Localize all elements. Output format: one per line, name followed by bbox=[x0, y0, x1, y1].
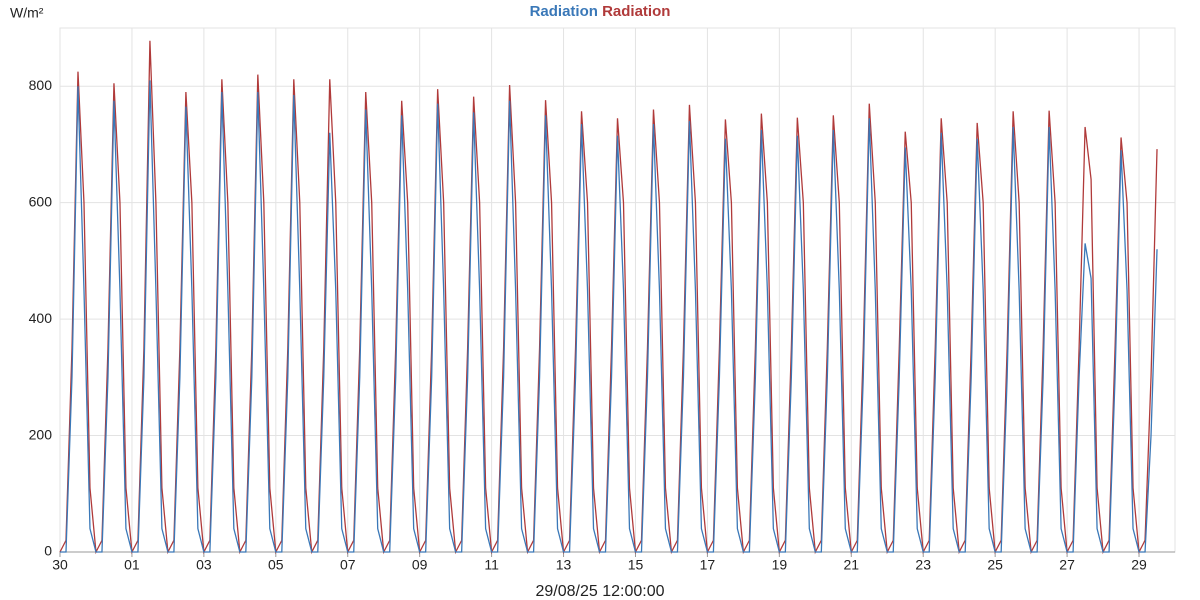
x-tick-label: 30 bbox=[52, 557, 68, 573]
x-tick-label: 15 bbox=[628, 557, 644, 573]
y-tick-label: 600 bbox=[29, 193, 53, 209]
legend-entry: Radiation bbox=[602, 3, 670, 20]
y-tick-label: 400 bbox=[29, 310, 53, 326]
x-tick-label: 23 bbox=[915, 557, 931, 573]
x-tick-label: 07 bbox=[340, 557, 356, 573]
y-tick-label: 0 bbox=[44, 543, 52, 559]
x-axis-label: 29/08/25 12:00:00 bbox=[535, 583, 664, 600]
x-tick-label: 01 bbox=[124, 557, 140, 573]
x-tick-label: 17 bbox=[700, 557, 716, 573]
x-tick-label: 29 bbox=[1131, 557, 1147, 573]
x-tick-label: 21 bbox=[844, 557, 860, 573]
x-tick-label: 25 bbox=[987, 557, 1003, 573]
series-line bbox=[60, 80, 1158, 553]
legend-entry: Radiation bbox=[530, 3, 598, 20]
x-tick-label: 11 bbox=[484, 557, 499, 573]
x-tick-label: 19 bbox=[772, 557, 788, 573]
x-tick-label: 05 bbox=[268, 557, 284, 573]
y-axis-label: W/m² bbox=[10, 5, 44, 21]
y-tick-label: 200 bbox=[29, 426, 53, 442]
y-tick-label: 800 bbox=[29, 77, 53, 93]
x-tick-label: 13 bbox=[556, 557, 572, 573]
x-tick-label: 27 bbox=[1059, 557, 1075, 573]
x-tick-label: 03 bbox=[196, 557, 212, 573]
chart-title: Radiation Radiation bbox=[530, 3, 671, 20]
x-tick-label: 09 bbox=[412, 557, 428, 573]
